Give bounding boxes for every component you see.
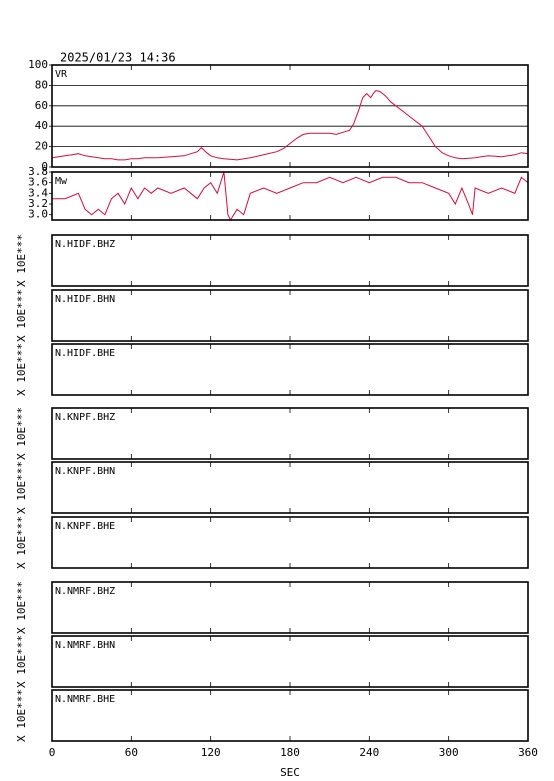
panel-frame	[51, 407, 529, 460]
panel-label: VR	[55, 69, 68, 80]
y-axis-label: X 10E***	[15, 689, 28, 742]
y-tick-label: 3.0	[28, 208, 48, 221]
x-tick-label: 180	[280, 746, 300, 759]
y-axis-label: X 10E***	[15, 581, 28, 634]
timestamp: 2025/01/23 14:36	[60, 51, 176, 65]
x-tick-label: 120	[201, 746, 221, 759]
x-tick-label: 360	[518, 746, 538, 759]
panel-frame	[51, 343, 529, 396]
panel-frame	[51, 689, 529, 742]
panel-label: N.HIDF.BHZ	[55, 239, 115, 250]
panel-frame	[51, 516, 529, 569]
y-tick-label: 0	[41, 160, 48, 173]
panel-label: N.KNPF.BHZ	[55, 412, 115, 423]
y-axis-label: X 10E***	[15, 407, 28, 460]
panel-frame	[51, 64, 529, 168]
y-tick-label: 60	[35, 99, 48, 112]
y-tick-label: 40	[35, 119, 48, 132]
y-tick-label: 20	[35, 140, 48, 153]
trace	[52, 171, 529, 222]
panel-label: N.NMRF.BHN	[55, 640, 115, 651]
x-tick-label: 240	[359, 746, 379, 759]
x-tick-label: 300	[439, 746, 459, 759]
y-tick-label: 3.8	[28, 165, 48, 178]
panel-frame	[51, 635, 529, 688]
panel-frame	[51, 234, 529, 287]
y-axis-label: X 10E***	[15, 635, 28, 688]
panel-frame	[51, 289, 529, 342]
panel-label: N.NMRF.BHE	[55, 694, 115, 705]
y-axis-label: X 10E***	[15, 234, 28, 287]
x-tick-label: 0	[49, 746, 56, 759]
y-tick-label: 80	[35, 78, 48, 91]
y-tick-label: 3.2	[28, 197, 48, 210]
y-axis-label: X 10E***	[15, 343, 28, 396]
trace	[51, 89, 529, 161]
y-axis-label: X 10E***	[15, 289, 28, 342]
panel-label: N.HIDF.BHN	[55, 294, 115, 305]
y-tick-label: 3.6	[28, 176, 48, 189]
panel-frame	[51, 461, 529, 514]
y-axis-label: X 10E***	[15, 516, 28, 569]
panel-frame	[51, 581, 529, 634]
x-axis-label: SEC	[280, 766, 300, 779]
x-tick-label: 60	[125, 746, 138, 759]
panel-label: N.KNPF.BHE	[55, 521, 115, 532]
y-tick-label: 3.4	[28, 186, 48, 199]
panel-label: N.HIDF.BHE	[55, 348, 115, 359]
panel-frame	[51, 171, 529, 221]
y-axis-label: X 10E***	[15, 461, 28, 514]
panel-label: N.KNPF.BHN	[55, 466, 115, 477]
panel-label: Mw	[55, 176, 68, 187]
y-tick-label: 100	[28, 58, 48, 71]
panel-label: N.NMRF.BHZ	[55, 586, 115, 597]
